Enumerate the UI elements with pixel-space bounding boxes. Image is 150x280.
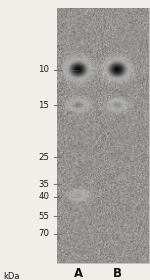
Text: 40: 40 (39, 192, 50, 201)
Text: kDa: kDa (3, 272, 20, 280)
Text: 55: 55 (39, 212, 50, 221)
Text: 10: 10 (39, 65, 50, 74)
Text: B: B (112, 267, 122, 280)
FancyBboxPatch shape (57, 8, 148, 263)
Text: 70: 70 (39, 229, 50, 238)
Text: 35: 35 (39, 180, 50, 189)
Text: A: A (74, 267, 82, 280)
Text: 15: 15 (39, 101, 50, 110)
Text: 25: 25 (39, 153, 50, 162)
